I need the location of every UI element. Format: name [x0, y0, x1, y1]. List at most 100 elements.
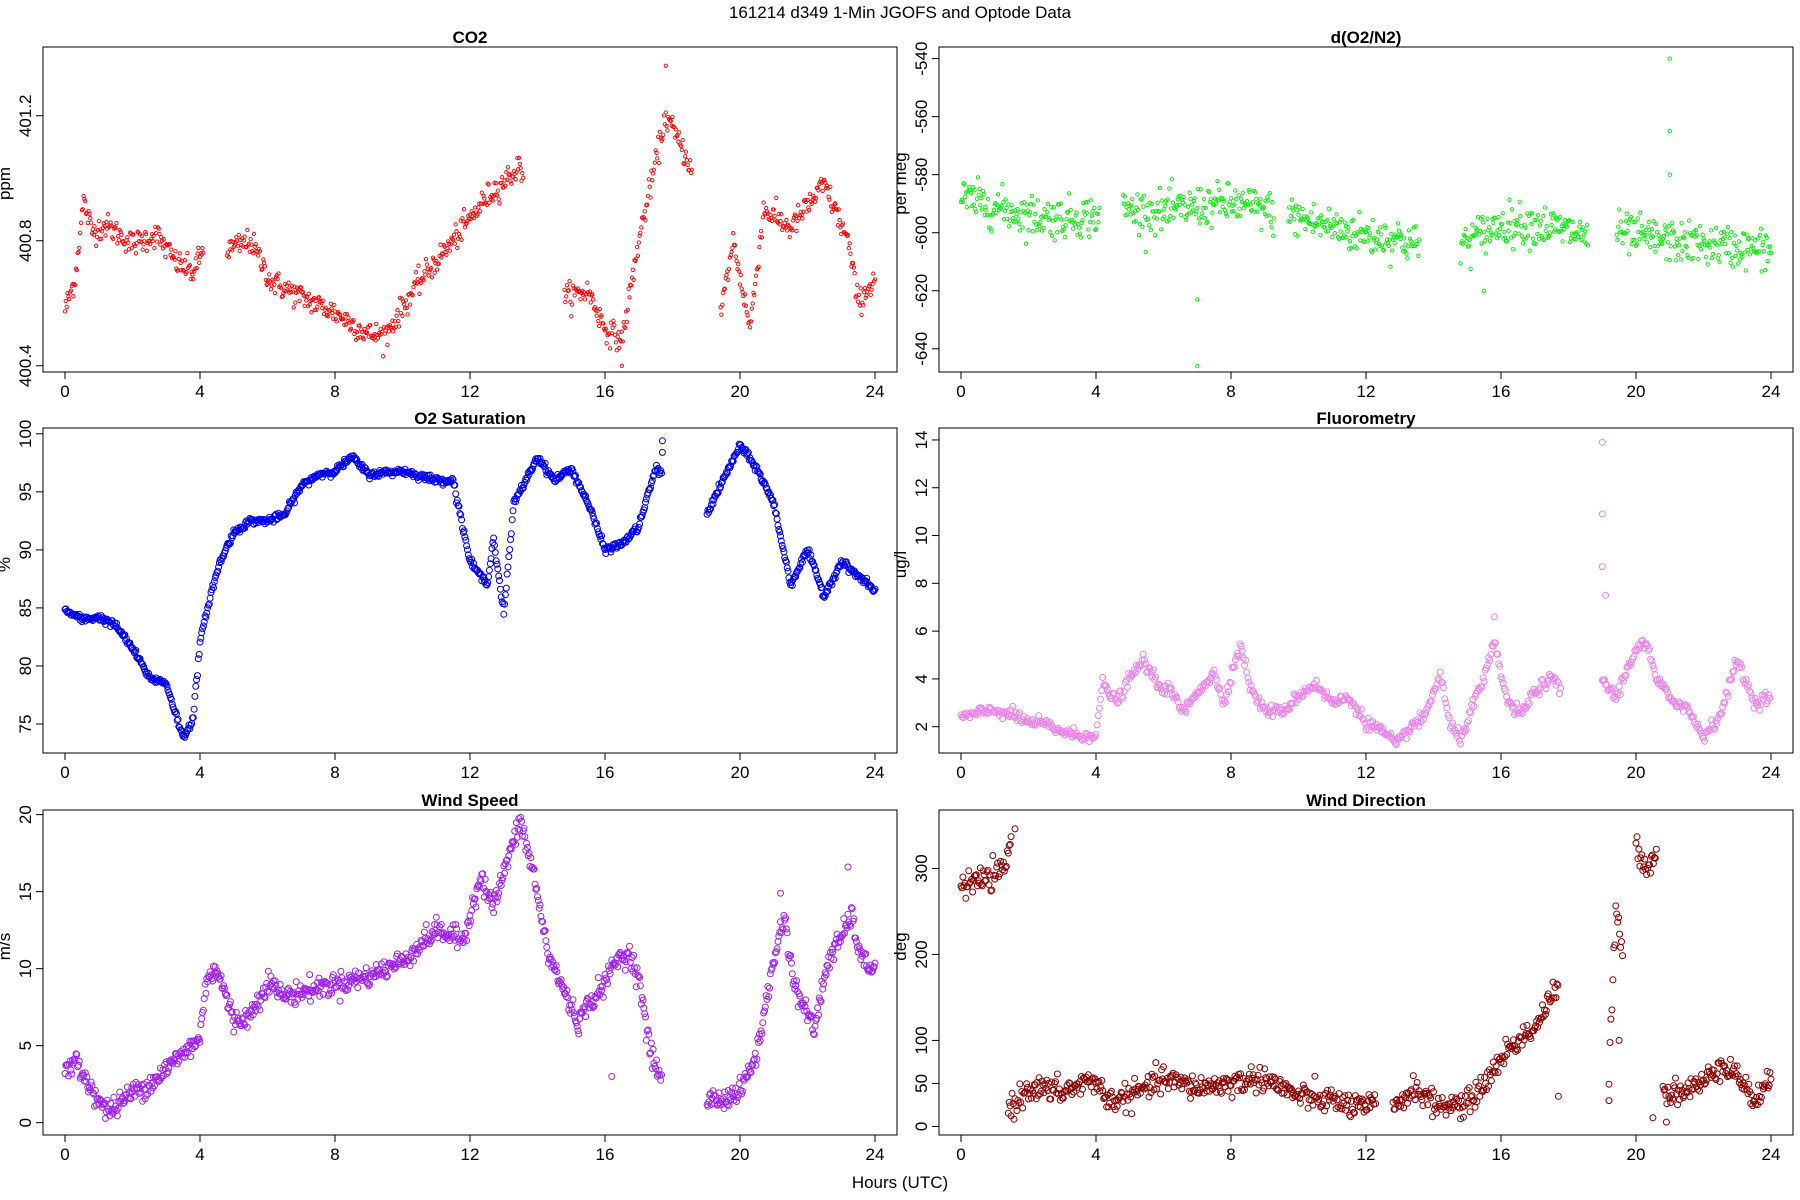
d-o2-n2-data-point [1765, 258, 1770, 264]
fluorometry-data-point [1092, 730, 1100, 738]
co2-data-point [461, 219, 466, 224]
wind-speed-data-point [871, 959, 879, 967]
wind-direction-data-point [1131, 1074, 1139, 1082]
wind-direction-data-point [1000, 867, 1008, 875]
wind-speed-data-point [296, 982, 304, 990]
wind-direction-data-point [979, 867, 987, 875]
co2-data-point [404, 305, 409, 310]
wind-direction-data-point [1271, 1075, 1279, 1083]
wind-direction-data-point [1079, 1085, 1086, 1093]
co2-data-point [407, 302, 413, 307]
d-o2-n2-data-point [1035, 198, 1040, 203]
d-o2-n2-data-point [1736, 239, 1742, 244]
y-tick-label: 300 [912, 854, 931, 882]
co2-data-point [789, 226, 794, 231]
wind-direction-data-point [1052, 1078, 1059, 1086]
d-o2-n2-data-point [1710, 251, 1715, 257]
wind-direction-data-point [1523, 1021, 1531, 1029]
d-o2-n2-data-point [1482, 238, 1488, 243]
wind-speed-data-point [525, 849, 533, 857]
fluorometry-data-point [1035, 712, 1043, 720]
d-o2-n2-data-point [1363, 229, 1369, 235]
d-o2-n2-data-point [1248, 202, 1253, 207]
wind-direction-data-point [1187, 1094, 1194, 1102]
d-o2-n2-data-point [1730, 264, 1736, 269]
fluorometry-data-point [1445, 714, 1453, 722]
fluorometry-data-point [1710, 724, 1718, 732]
wind-speed-data-point [633, 964, 641, 972]
y-tick-label: 0 [912, 1122, 931, 1131]
fluorometry-data-point [1198, 686, 1206, 694]
co2-data-point [177, 251, 182, 256]
o2-saturation-x-axis: 0 4 8 12 16 20 24 [60, 753, 884, 782]
co2-data-point [444, 252, 449, 257]
wind-speed-data-point [175, 1057, 183, 1065]
wind-speed-data-point [646, 1050, 654, 1058]
co2-data-point [321, 298, 326, 303]
d-o2-n2-data-point [1065, 210, 1070, 215]
o2-saturation-data-point [540, 463, 548, 471]
fluorometry-data-point [1095, 704, 1103, 712]
d-o2-n2-data-point [1334, 212, 1339, 217]
d-o2-n2-data-point [1141, 193, 1147, 198]
fluorometry-data-point [1612, 696, 1620, 703]
fluorometry-data-point [1518, 710, 1526, 717]
wind-direction-data-point [1431, 1102, 1439, 1110]
o2-saturation-data-point [494, 565, 502, 573]
wind-direction-data-point [1183, 1079, 1191, 1087]
wind-direction-data-point [1541, 1010, 1549, 1018]
co2-data-point [439, 255, 444, 260]
wind-speed-data-point [116, 1088, 124, 1096]
wind-direction-data-point [1146, 1084, 1154, 1092]
d-o2-n2-data-point [1029, 193, 1035, 199]
d-o2-n2-data-point [1086, 227, 1091, 232]
co2-data-point [481, 193, 486, 199]
co2-data-point [753, 281, 758, 287]
fluorometry-data-point [1535, 691, 1543, 699]
co2-data-point [341, 316, 346, 322]
d-o2-n2-data-point [1500, 210, 1505, 216]
fluorometry-data-point [1099, 674, 1107, 681]
o2-saturation-data-point [763, 484, 771, 492]
d-o2-n2-data-point [1171, 215, 1176, 220]
fluorometry-data-point [1707, 716, 1715, 724]
d-o2-n2-data-point [1097, 205, 1102, 210]
d-o2-n2-data-point [1304, 214, 1310, 219]
d-o2-n2-data-point [1037, 224, 1042, 229]
co2-data-point [837, 218, 842, 223]
d-o2-n2-data-point [1573, 237, 1578, 242]
o2-saturation-data-point [335, 461, 343, 469]
d-o2-n2-data-point [1126, 207, 1132, 212]
d-o2-n2-data-point [982, 212, 987, 218]
o2-saturation-data-point [756, 470, 764, 478]
wind-speed-data-point [771, 959, 779, 966]
co2-data-point [256, 253, 261, 258]
fluorometry-data-point [1351, 702, 1359, 710]
co2-data-point [847, 241, 852, 246]
co2-data-point [334, 319, 339, 324]
wind-direction-data-point [1161, 1078, 1169, 1086]
co2-data-point [740, 290, 745, 295]
fluorometry-data-point [1352, 711, 1360, 718]
wind-speed-data-point [199, 1006, 207, 1014]
co2-data-point [173, 248, 178, 254]
wind-speed-data-point [449, 921, 457, 929]
fluorometry-data-point [1613, 690, 1621, 698]
co2-data-point [184, 270, 189, 275]
x-tick-label: 12 [461, 382, 480, 401]
co2-data-point [169, 247, 174, 252]
d-o2-n2-data-point [1162, 214, 1167, 219]
fluorometry-data-point [1466, 708, 1473, 716]
wind-direction-data-point [1119, 1097, 1127, 1105]
d-o2-n2-data-point [1768, 244, 1773, 249]
d-o2-n2-data-point [1049, 205, 1054, 210]
wind-speed-data-point [531, 880, 539, 888]
d-o2-n2-data-point [1347, 239, 1353, 244]
co2-data-point [129, 245, 134, 251]
co2-data-point [815, 185, 820, 191]
d-o2-n2-data-point [1132, 209, 1137, 214]
co2-data-point [424, 262, 430, 267]
fluorometry-data-point [1685, 707, 1693, 715]
wind-direction-data-point [1234, 1087, 1242, 1095]
